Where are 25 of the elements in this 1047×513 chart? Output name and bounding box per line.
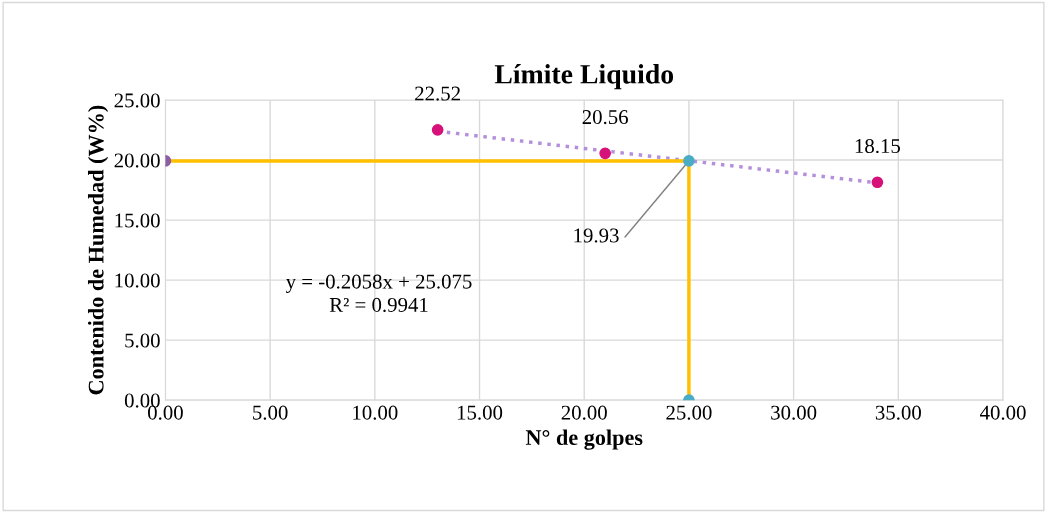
x-tick-label: 30.00	[771, 405, 817, 420]
annotation: y = -0.2058x + 25.075 R² = 0.9941	[285, 274, 472, 313]
y-tick-label: 15.00	[115, 213, 160, 228]
data-label: 18.15	[855, 138, 901, 154]
x-tick-label: 25.00	[666, 405, 712, 420]
y-tick-label: 10.00	[115, 273, 160, 288]
chart-title: Límite Liquido	[494, 64, 674, 90]
point	[599, 147, 612, 160]
x-axis-title: N° de golpes	[525, 429, 643, 450]
point	[871, 176, 884, 189]
x-tick-label: 40.00	[980, 405, 1026, 420]
annotation: 19.93	[574, 228, 619, 243]
y-tick-label: 5.00	[125, 333, 160, 348]
point	[431, 123, 444, 136]
x-tick-label: 20.00	[561, 405, 607, 420]
point	[683, 155, 695, 167]
y-tick-label: 25.00	[114, 93, 160, 108]
y-tick-label: 20.00	[114, 153, 160, 168]
x-tick-label: 10.00	[353, 405, 398, 420]
x-tick-label: 35.00	[875, 405, 921, 420]
x-tick-label: 5.00	[253, 405, 288, 420]
data-label: 22.52	[415, 86, 460, 101]
y-axis-title: Contenido de Humedad (W%)	[87, 105, 109, 395]
x-tick-label: 15.00	[457, 405, 503, 420]
data-label: 20.56	[582, 110, 628, 125]
